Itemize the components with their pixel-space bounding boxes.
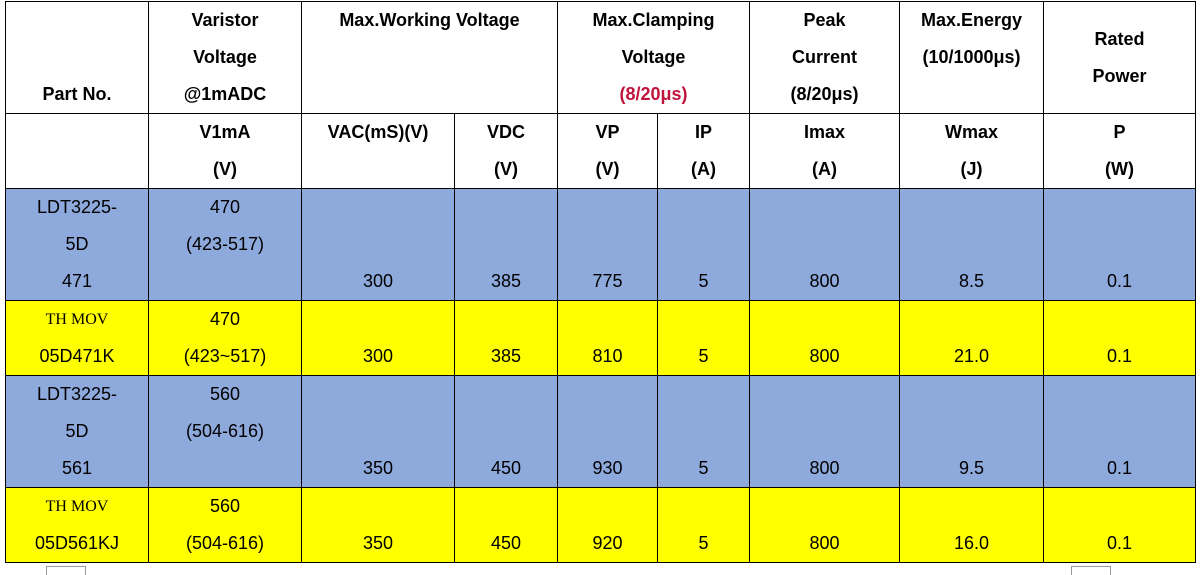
clamping-pulse-spec: (8/20μs) — [619, 84, 688, 104]
vdc-cell: 450 — [454, 487, 558, 563]
bottom-right-handle — [1071, 566, 1111, 575]
p-cell: 0.1 — [1043, 375, 1196, 488]
vdc-cell: 385 — [454, 188, 558, 301]
subheader-vp: VP (V) — [557, 113, 658, 189]
vp-cell: 930 — [557, 375, 658, 488]
table-row: TH MOV 05D561KJ 560 (504-616) 350 450 92… — [5, 487, 1196, 563]
vac-cell: 300 — [301, 188, 455, 301]
vp-cell: 920 — [557, 487, 658, 563]
ip-cell: 5 — [657, 300, 750, 376]
wmax-cell: 21.0 — [899, 300, 1044, 376]
p-cell: 0.1 — [1043, 188, 1196, 301]
header-max-working-voltage: Max.Working Voltage — [301, 1, 558, 114]
imax-cell: 800 — [749, 375, 900, 488]
subheader-p: P (W) — [1043, 113, 1196, 189]
p-cell: 0.1 — [1043, 487, 1196, 563]
part-number-cell: TH MOV 05D561KJ — [5, 487, 149, 563]
header-part-no: Part No. — [5, 1, 149, 114]
header-max-energy: Max.Energy (10/1000μs) — [899, 1, 1044, 114]
subheader-vdc: VDC (V) — [454, 113, 558, 189]
subheader-ip: IP (A) — [657, 113, 750, 189]
vp-cell: 775 — [557, 188, 658, 301]
vp-cell: 810 — [557, 300, 658, 376]
table-row: LDT3225- 5D 561 560 (504-616) 350 450 93… — [5, 375, 1196, 488]
imax-cell: 800 — [749, 188, 900, 301]
header-peak-current: Peak Current (8/20μs) — [749, 1, 900, 114]
part-number-cell: LDT3225- 5D 561 — [5, 375, 149, 488]
header-row-units: V1mA (V) VAC(mS)(V) VDC (V) VP (V) IP (A… — [5, 113, 1196, 189]
header-row-main: Part No. Varistor Voltage @1mADC Max.Wor… — [5, 1, 1196, 114]
bottom-left-handle — [46, 566, 86, 575]
ip-cell: 5 — [657, 487, 750, 563]
header-max-clamping-voltage: Max.Clamping Voltage (8/20μs) — [557, 1, 750, 114]
header-rated-power: Rated Power — [1043, 1, 1196, 114]
ip-cell: 5 — [657, 188, 750, 301]
header-part-no-blank — [5, 113, 149, 189]
v1ma-cell: 560 (504-616) — [148, 487, 302, 563]
subheader-v1ma: V1mA (V) — [148, 113, 302, 189]
wmax-cell: 9.5 — [899, 375, 1044, 488]
subheader-vac: VAC(mS)(V) — [301, 113, 455, 189]
v1ma-cell: 470 (423-517) — [148, 188, 302, 301]
p-cell: 0.1 — [1043, 300, 1196, 376]
table-row: LDT3225- 5D 471 470 (423-517) 300 385 77… — [5, 188, 1196, 301]
varistor-spec-table: Part No. Varistor Voltage @1mADC Max.Wor… — [5, 1, 1196, 563]
part-number-cell: TH MOV 05D471K — [5, 300, 149, 376]
subheader-imax: Imax (A) — [749, 113, 900, 189]
wmax-cell: 8.5 — [899, 188, 1044, 301]
table-row: TH MOV 05D471K 470 (423~517) 300 385 810… — [5, 300, 1196, 376]
part-number-cell: LDT3225- 5D 471 — [5, 188, 149, 301]
vac-cell: 350 — [301, 487, 455, 563]
ip-cell: 5 — [657, 375, 750, 488]
subheader-wmax: Wmax (J) — [899, 113, 1044, 189]
imax-cell: 800 — [749, 300, 900, 376]
vac-cell: 350 — [301, 375, 455, 488]
wmax-cell: 16.0 — [899, 487, 1044, 563]
vdc-cell: 385 — [454, 300, 558, 376]
v1ma-cell: 560 (504-616) — [148, 375, 302, 488]
header-varistor-voltage: Varistor Voltage @1mADC — [148, 1, 302, 114]
vac-cell: 300 — [301, 300, 455, 376]
v1ma-cell: 470 (423~517) — [148, 300, 302, 376]
imax-cell: 800 — [749, 487, 900, 563]
vdc-cell: 450 — [454, 375, 558, 488]
